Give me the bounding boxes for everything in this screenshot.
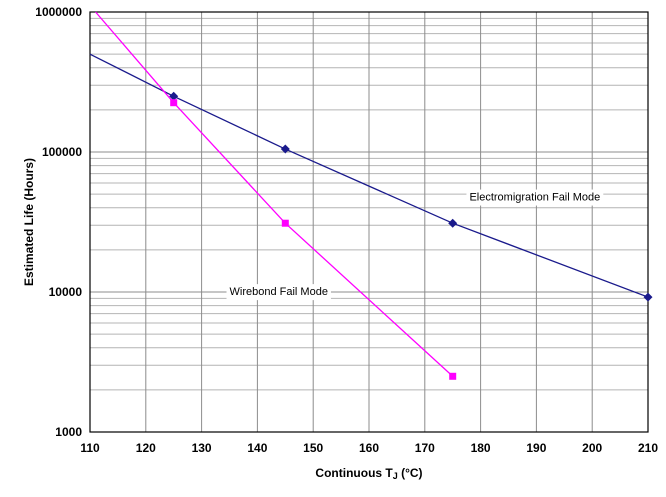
diamond-marker [280, 144, 290, 154]
plot-border [89, 11, 649, 433]
x-axis-title: Continuous TJ (°C) [90, 466, 648, 481]
series-label: Wirebond Fail Mode [230, 286, 328, 298]
square-marker [170, 99, 178, 107]
x-tick-label: 140 [247, 441, 267, 455]
diamond-marker [643, 292, 653, 302]
diamond-marker [169, 91, 179, 101]
x-axis-title-main: Continuous T [315, 466, 393, 480]
y-tick-label: 1000 [55, 425, 82, 439]
x-tick-label: 190 [526, 441, 546, 455]
y-axis-title: Estimated Life (Hours) [22, 157, 36, 287]
x-tick-label: 200 [582, 441, 602, 455]
square-marker [281, 219, 289, 227]
y-tick-label: 100000 [42, 145, 82, 159]
x-tick-label: 110 [80, 441, 100, 455]
diamond-marker [448, 218, 458, 228]
x-tick-label: 180 [471, 441, 491, 455]
y-tick-label: 10000 [49, 285, 83, 299]
x-tick-label: 130 [192, 441, 212, 455]
x-tick-label: 160 [359, 441, 379, 455]
series-label-bg [226, 284, 331, 301]
x-tick-label: 120 [136, 441, 156, 455]
square-marker [449, 372, 457, 380]
x-axis-title-sub: J [392, 471, 398, 481]
x-tick-label: 150 [303, 441, 323, 455]
x-tick-label: 210 [638, 441, 658, 455]
y-tick-label: 1000000 [35, 5, 82, 19]
series-label: Electromigration Fail Mode [469, 192, 600, 204]
series-line [95, 11, 454, 377]
x-axis-title-unit: (°C) [397, 466, 423, 480]
x-tick-label: 170 [415, 441, 435, 455]
series-label-bg [466, 189, 604, 206]
